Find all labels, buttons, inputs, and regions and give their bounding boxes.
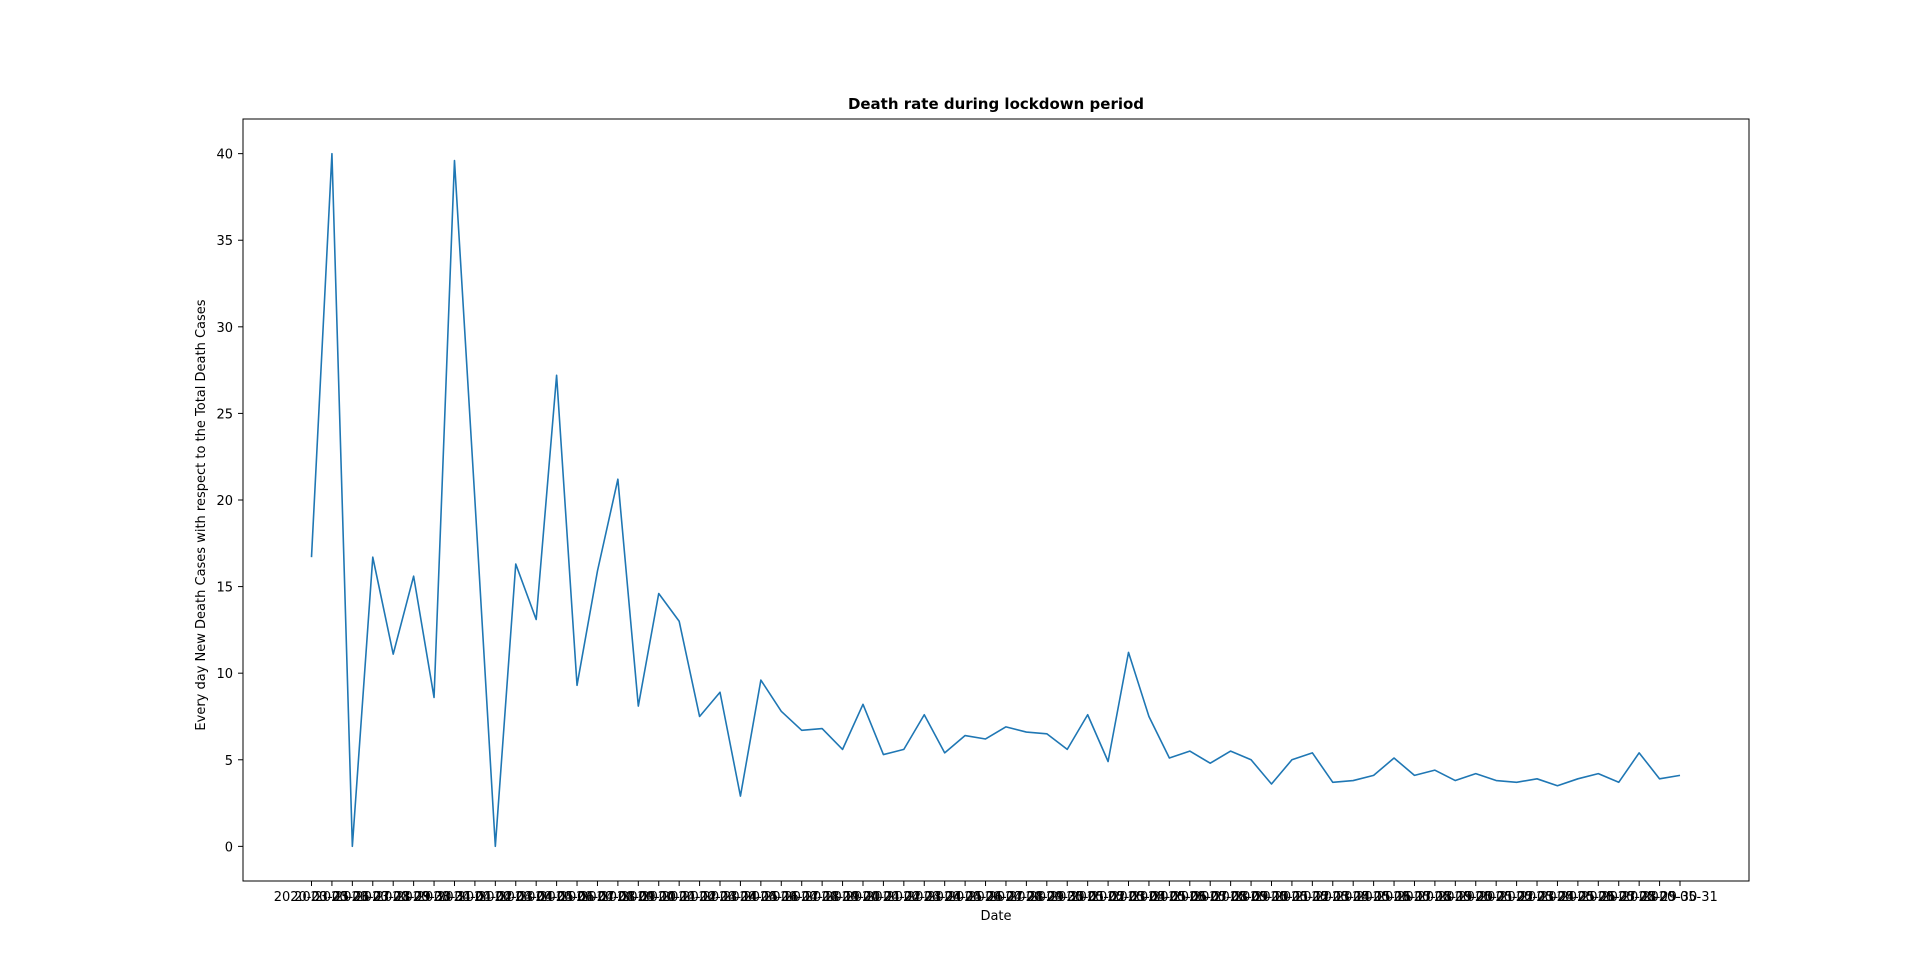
x-tick-label: 2020-05-27 <box>1561 890 1637 905</box>
y-tick-label: 30 <box>216 321 233 336</box>
x-tick-label: 2020-04-28 <box>968 890 1044 905</box>
x-tick-label: 2020-05-18 <box>1377 890 1453 905</box>
x-tick-label: 2020-03-29 <box>355 890 431 905</box>
x-tick-label: 2020-04-16 <box>723 890 799 905</box>
x-tick-label: 2020-05-26 <box>1540 890 1616 905</box>
x-tick-label: 2020-05-11 <box>1234 890 1310 905</box>
x-tick-label: 2020-04-30 <box>1009 890 1085 905</box>
x-tick-label: 2020-04-27 <box>948 890 1024 905</box>
y-tick-label: 40 <box>216 148 233 163</box>
x-tick-label: 2020-04-18 <box>764 890 840 905</box>
x-tick-label: 2020-04-29 <box>989 890 1065 905</box>
x-tick-label: 2020-04-11 <box>621 890 697 905</box>
x-tick-label: 2020-05-28 <box>1581 890 1657 905</box>
y-tick-label: 10 <box>216 667 233 682</box>
y-tick-label: 0 <box>225 840 233 855</box>
x-tick-label: 2020-05-16 <box>1336 890 1412 905</box>
x-tick-label: 2020-04-14 <box>682 890 758 905</box>
y-tick-label: 20 <box>216 494 233 509</box>
x-tick-label: 2020-05-02 <box>1050 890 1126 905</box>
x-tick-label: 2020-03-27 <box>315 890 391 905</box>
x-tick-label: 2020-05-23 <box>1479 890 1555 905</box>
x-tick-label: 2020-05-21 <box>1438 890 1514 905</box>
x-tick-label: 2020-04-10 <box>601 890 677 905</box>
x-tick-label: 2020-04-20 <box>805 890 881 905</box>
x-tick-label: 2020-04-22 <box>846 890 922 905</box>
x-tick-label: 2020-04-12 <box>641 890 717 905</box>
x-tick-label: 2020-03-26 <box>294 890 370 905</box>
y-axis: 0 5 10 15 20 25 30 35 40 <box>216 148 243 855</box>
x-axis-label: Date <box>980 909 1011 924</box>
x-tick-label: 2020-05-04 <box>1091 890 1167 905</box>
x-tick-label: 2020-05-29 <box>1601 890 1677 905</box>
y-tick-label: 15 <box>216 581 233 596</box>
y-tick-label: 5 <box>225 754 233 769</box>
y-tick-label: 35 <box>216 234 233 249</box>
x-tick-label: 2020-04-26 <box>927 890 1003 905</box>
x-tick-label: 2020-05-24 <box>1499 890 1575 905</box>
x-tick-label: 2020-04-08 <box>560 890 636 905</box>
x-tick-label: 2020-03-25 <box>274 890 350 905</box>
x-tick-label: 2020-05-08 <box>1172 890 1248 905</box>
x-tick-label: 2020-03-30 <box>376 890 452 905</box>
x-tick-label: 2020-04-03 <box>458 890 534 905</box>
x-tick-label: 2020-05-22 <box>1458 890 1534 905</box>
chart-title: Death rate during lockdown period <box>848 95 1144 113</box>
x-tick-label: 2020-05-09 <box>1193 890 1269 905</box>
x-tick-label: 2020-05-10 <box>1213 890 1289 905</box>
x-tick-label: 2020-05-20 <box>1418 890 1494 905</box>
x-tick-label: 2020-05-07 <box>1152 890 1228 905</box>
x-tick-label: 2020-04-07 <box>539 890 615 905</box>
x-tick-label: 2020-05-31 <box>1642 890 1718 905</box>
x-tick-label: 2020-04-23 <box>866 890 942 905</box>
x-tick-label: 2020-04-01 <box>417 890 493 905</box>
x-tick-label: 2020-04-25 <box>907 890 983 905</box>
x-tick-label: 2020-04-13 <box>662 890 738 905</box>
y-tick-label: 25 <box>216 407 233 422</box>
x-tick-label: 2020-05-12 <box>1254 890 1330 905</box>
plot-frame <box>242 118 1750 882</box>
x-tick-label: 2020-05-13 <box>1275 890 1351 905</box>
x-tick-label: 2020-04-06 <box>519 890 595 905</box>
x-tick-label: 2020-04-02 <box>437 890 513 905</box>
x-tick-label: 2020-04-05 <box>498 890 574 905</box>
x-tick-label: 2020-05-06 <box>1132 890 1208 905</box>
x-tick-label: 2020-05-14 <box>1295 890 1371 905</box>
x-tick-label: 2020-04-15 <box>703 890 779 905</box>
x-tick-label: 2020-05-30 <box>1622 890 1698 905</box>
x-tick-label: 2020-05-25 <box>1520 890 1596 905</box>
x-axis: 2020-03-252020-03-262020-03-272020-03-28… <box>274 881 1718 905</box>
x-tick-label: 2020-05-01 <box>1029 890 1105 905</box>
x-tick-label: 2020-05-15 <box>1315 890 1391 905</box>
x-tick-label: 2020-05-17 <box>1356 890 1432 905</box>
y-axis-label: Every day New Death Cases with respect t… <box>194 299 209 730</box>
x-tick-label: 2020-04-19 <box>784 890 860 905</box>
x-tick-label: 2020-05-19 <box>1397 890 1473 905</box>
x-tick-label: 2020-04-04 <box>478 890 554 905</box>
x-tick-label: 2020-04-21 <box>825 890 901 905</box>
x-tick-label: 2020-04-17 <box>744 890 820 905</box>
x-tick-label: 2020-05-03 <box>1070 890 1146 905</box>
series-line <box>310 152 1681 848</box>
x-tick-label: 2020-04-09 <box>580 890 656 905</box>
x-tick-label: 2020-04-24 <box>886 890 962 905</box>
x-tick-label: 2020-05-05 <box>1111 890 1187 905</box>
x-tick-label: 2020-03-28 <box>335 890 411 905</box>
x-tick-label: 2020-03-31 <box>396 890 472 905</box>
